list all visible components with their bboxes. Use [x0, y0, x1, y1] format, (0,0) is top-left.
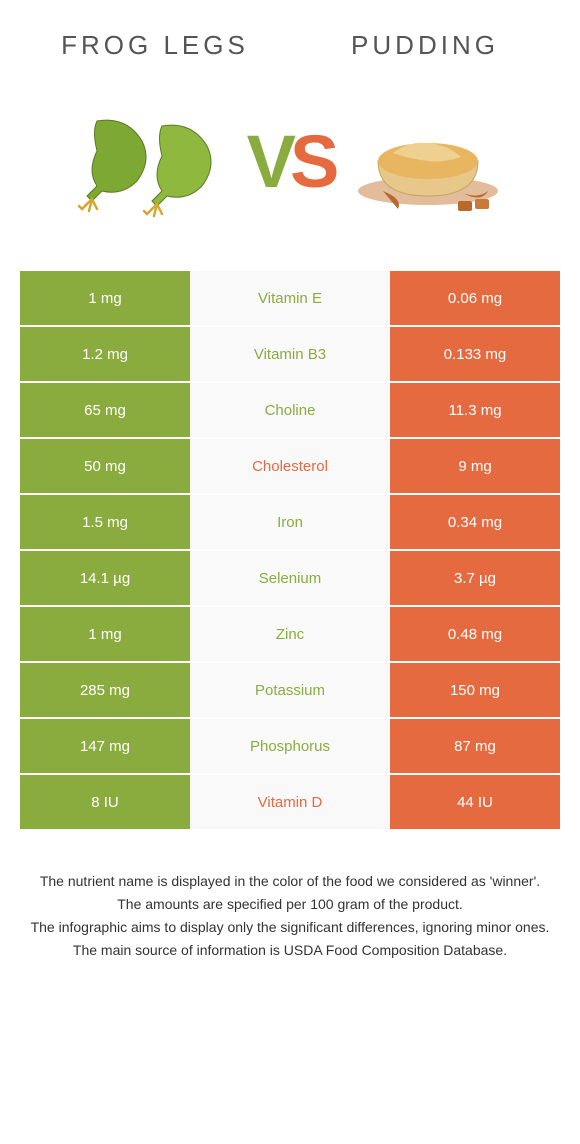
table-row: 8 IUVitamin D44 IU — [20, 775, 560, 831]
vs-s: S — [290, 120, 333, 203]
cell-nutrient-name: Vitamin B3 — [190, 327, 390, 381]
frog-legs-icon — [67, 91, 237, 231]
table-row: 50 mgCholesterol9 mg — [20, 439, 560, 495]
cell-right-value: 0.48 mg — [390, 607, 560, 661]
title-right: Pudding — [290, 30, 560, 61]
title-left: Frog legs — [20, 30, 290, 61]
cell-nutrient-name: Choline — [190, 383, 390, 437]
cell-right-value: 150 mg — [390, 663, 560, 717]
cell-left-value: 285 mg — [20, 663, 190, 717]
cell-right-value: 44 IU — [390, 775, 560, 829]
cell-left-value: 1 mg — [20, 607, 190, 661]
pudding-icon — [343, 91, 513, 231]
cell-left-value: 1 mg — [20, 271, 190, 325]
cell-left-value: 8 IU — [20, 775, 190, 829]
cell-nutrient-name: Phosphorus — [190, 719, 390, 773]
cell-nutrient-name: Vitamin D — [190, 775, 390, 829]
titles-row: Frog legs Pudding — [0, 0, 580, 71]
cell-left-value: 14.1 µg — [20, 551, 190, 605]
comparison-table: 1 mgVitamin E0.06 mg1.2 mgVitamin B30.13… — [20, 271, 560, 831]
vs-label: VS — [247, 119, 334, 204]
footer-line-4: The main source of information is USDA F… — [20, 940, 560, 961]
cell-left-value: 147 mg — [20, 719, 190, 773]
cell-nutrient-name: Zinc — [190, 607, 390, 661]
cell-nutrient-name: Selenium — [190, 551, 390, 605]
vs-v: V — [247, 120, 290, 203]
hero-row: VS — [0, 71, 580, 271]
cell-nutrient-name: Vitamin E — [190, 271, 390, 325]
cell-left-value: 65 mg — [20, 383, 190, 437]
table-row: 65 mgCholine11.3 mg — [20, 383, 560, 439]
cell-nutrient-name: Iron — [190, 495, 390, 549]
table-row: 1 mgZinc0.48 mg — [20, 607, 560, 663]
cell-right-value: 9 mg — [390, 439, 560, 493]
table-row: 147 mgPhosphorus87 mg — [20, 719, 560, 775]
footer-notes: The nutrient name is displayed in the co… — [20, 871, 560, 961]
footer-line-3: The infographic aims to display only the… — [20, 917, 560, 938]
cell-right-value: 3.7 µg — [390, 551, 560, 605]
table-row: 1.5 mgIron0.34 mg — [20, 495, 560, 551]
table-row: 1 mgVitamin E0.06 mg — [20, 271, 560, 327]
table-row: 14.1 µgSelenium3.7 µg — [20, 551, 560, 607]
table-row: 1.2 mgVitamin B30.133 mg — [20, 327, 560, 383]
footer-line-1: The nutrient name is displayed in the co… — [20, 871, 560, 892]
cell-right-value: 0.06 mg — [390, 271, 560, 325]
cell-left-value: 50 mg — [20, 439, 190, 493]
cell-right-value: 11.3 mg — [390, 383, 560, 437]
cell-right-value: 0.34 mg — [390, 495, 560, 549]
table-row: 285 mgPotassium150 mg — [20, 663, 560, 719]
infographic: Frog legs Pudding VS — [0, 0, 580, 961]
cell-nutrient-name: Potassium — [190, 663, 390, 717]
cell-left-value: 1.2 mg — [20, 327, 190, 381]
footer-line-2: The amounts are specified per 100 gram o… — [20, 894, 560, 915]
cell-left-value: 1.5 mg — [20, 495, 190, 549]
cell-nutrient-name: Cholesterol — [190, 439, 390, 493]
cell-right-value: 0.133 mg — [390, 327, 560, 381]
cell-right-value: 87 mg — [390, 719, 560, 773]
